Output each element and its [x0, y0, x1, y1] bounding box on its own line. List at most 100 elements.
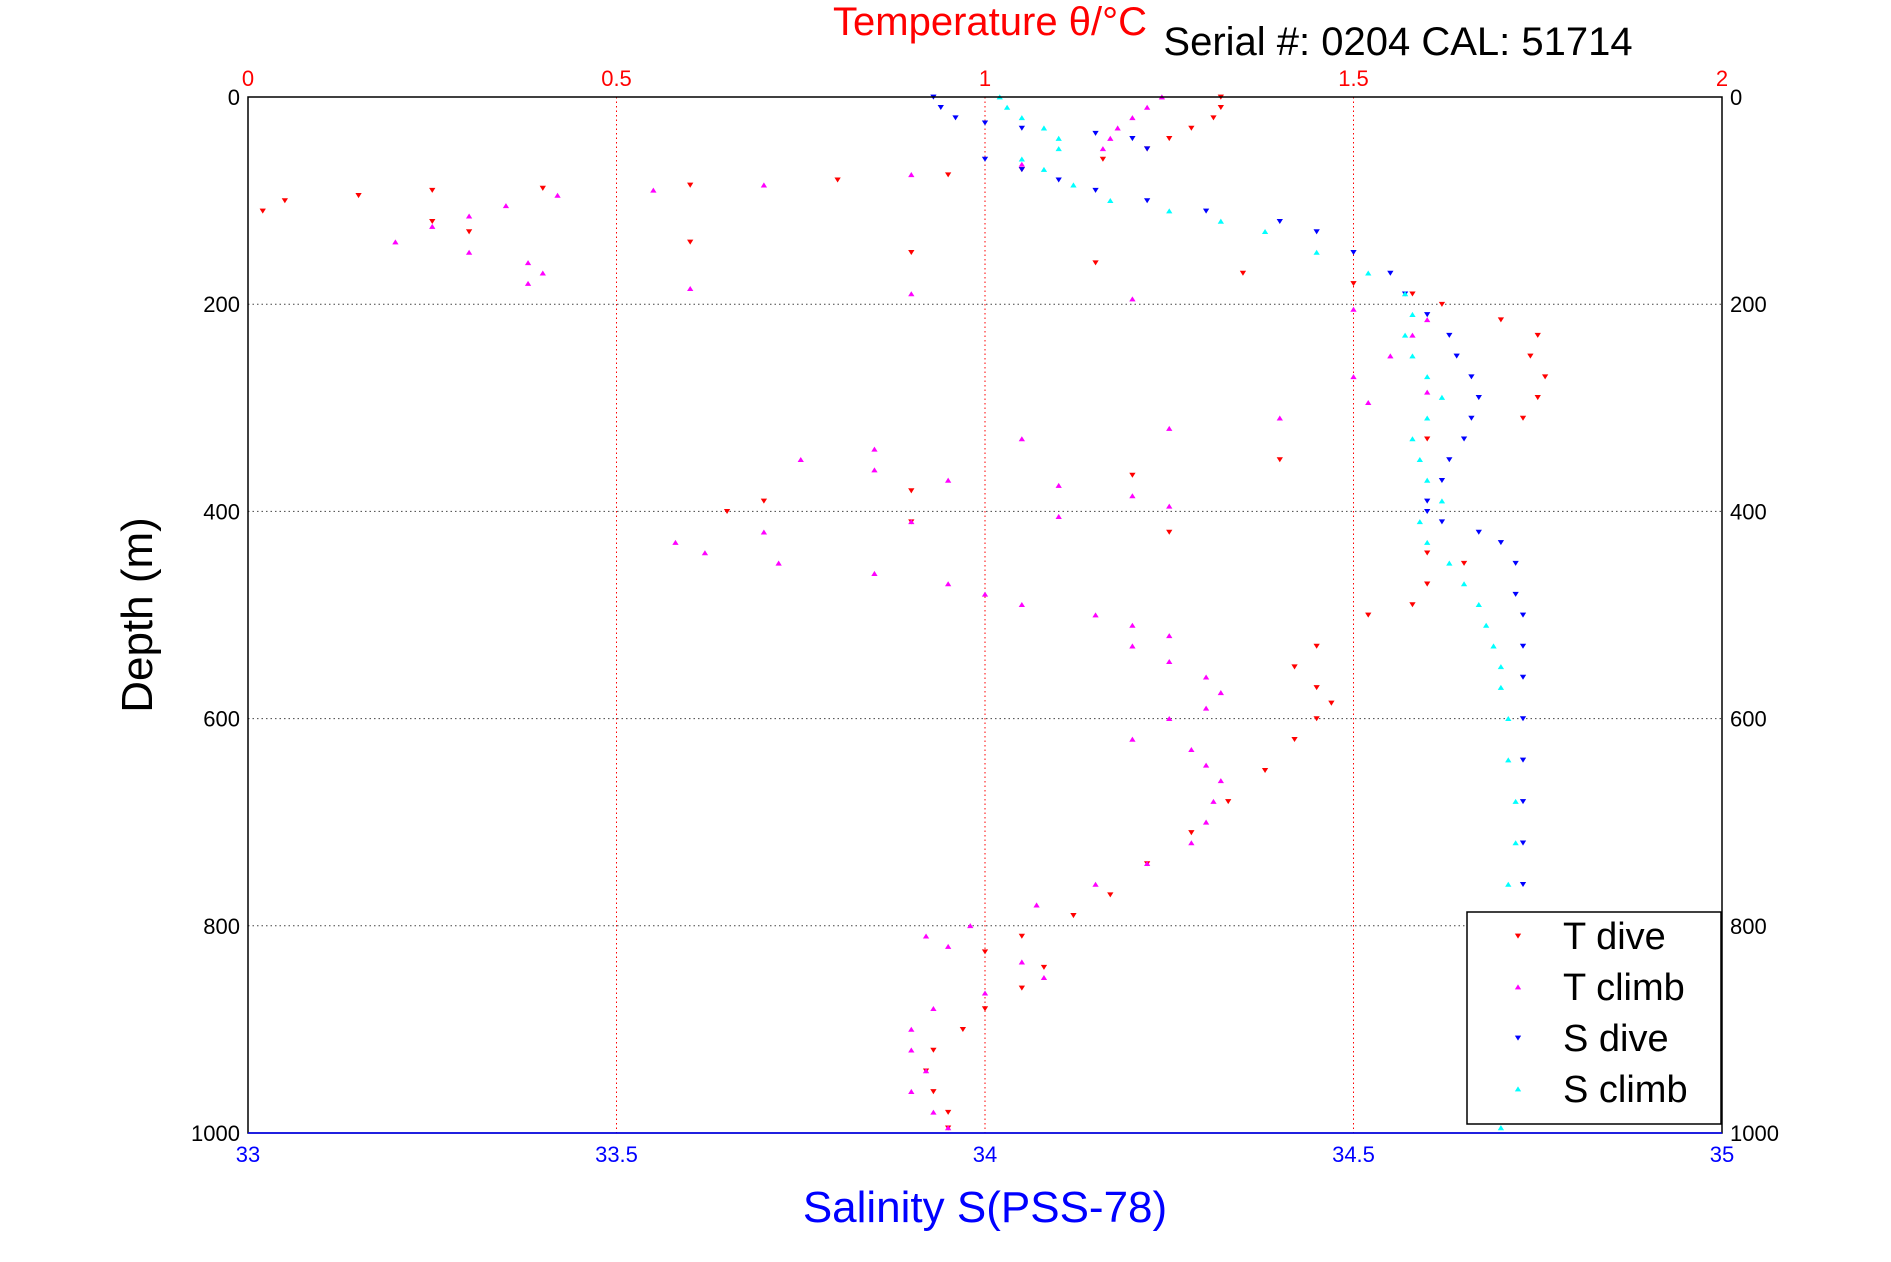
data-point	[1424, 317, 1431, 323]
series-t-climb	[392, 94, 1431, 1131]
salinity-tick-label: 34	[973, 1142, 997, 1167]
serial-title: Serial #: 0204 CAL: 51714	[1163, 20, 1632, 64]
data-point	[1424, 509, 1431, 515]
data-point	[1018, 167, 1025, 173]
data-point	[701, 550, 709, 556]
data-point	[1505, 881, 1512, 887]
data-point	[1534, 395, 1541, 401]
data-point	[1438, 498, 1446, 504]
legend-marker	[1514, 933, 1522, 939]
data-point	[1438, 519, 1446, 525]
data-point	[937, 104, 944, 111]
depth-tick-label-left: 0	[228, 85, 240, 110]
data-point	[1143, 104, 1151, 110]
salinity-tick-label: 33.5	[595, 1142, 638, 1167]
data-point	[1512, 798, 1519, 804]
data-point	[981, 949, 989, 955]
data-point	[930, 1006, 937, 1012]
data-point	[1475, 601, 1482, 608]
data-point	[465, 213, 473, 219]
depth-tick-label-right: 0	[1730, 85, 1742, 110]
depth-ticks-left: 0 200 400 600 800 1000	[191, 85, 240, 1146]
data-point	[1519, 799, 1527, 805]
data-point	[1519, 415, 1527, 421]
data-point	[952, 115, 959, 121]
data-point	[1040, 166, 1048, 172]
data-point	[1202, 819, 1210, 825]
data-point	[1092, 187, 1099, 193]
data-point	[930, 1047, 937, 1053]
data-point	[1497, 664, 1505, 670]
data-point	[1313, 716, 1320, 722]
depth-tick-label-right: 200	[1730, 292, 1767, 317]
depth-tick-label-left: 1000	[191, 1121, 240, 1146]
data-point	[797, 456, 804, 462]
data-point	[524, 260, 532, 266]
data-point	[672, 539, 679, 545]
temperature-ticks: 0 0.5 1 1.5 2	[242, 66, 1728, 91]
data-point	[908, 1026, 915, 1032]
legend-box	[1466, 911, 1722, 1125]
data-point	[1512, 560, 1519, 566]
data-point	[1107, 197, 1114, 203]
data-point	[1018, 125, 1025, 131]
data-point	[1040, 974, 1048, 980]
data-point	[1519, 674, 1527, 680]
data-point	[1541, 374, 1549, 380]
legend-marker	[1514, 984, 1522, 990]
data-point	[1217, 690, 1224, 696]
data-point	[1018, 933, 1025, 939]
data-point	[1497, 317, 1505, 323]
data-point	[1512, 840, 1519, 846]
data-point	[1276, 457, 1283, 463]
series-s-climb	[996, 94, 1519, 1131]
data-point	[1460, 436, 1468, 442]
data-point	[1166, 136, 1173, 142]
data-point	[1055, 177, 1062, 183]
data-point	[1166, 503, 1173, 509]
data-point	[1166, 425, 1173, 431]
data-point	[1210, 798, 1217, 804]
data-point	[1424, 312, 1431, 318]
data-point	[1512, 591, 1519, 597]
data-point	[1519, 612, 1527, 618]
data-point	[760, 529, 768, 535]
data-point	[1166, 208, 1173, 214]
data-point	[775, 560, 782, 566]
data-point	[1350, 306, 1357, 312]
data-point	[650, 187, 657, 193]
data-point	[1166, 633, 1173, 639]
data-point	[1446, 332, 1453, 338]
legend-label: T dive	[1563, 916, 1666, 958]
data-point	[908, 519, 915, 525]
data-point	[1438, 394, 1446, 400]
data-point	[554, 192, 561, 198]
data-point	[1519, 643, 1527, 649]
data-point	[945, 581, 952, 587]
data-point	[1018, 161, 1025, 167]
depth-tick-label-left: 600	[203, 707, 240, 732]
data-point	[723, 509, 731, 515]
data-point	[1534, 332, 1541, 338]
data-point	[1401, 291, 1409, 297]
data-point	[1143, 146, 1151, 152]
data-point	[1261, 768, 1269, 774]
data-point	[945, 943, 952, 949]
data-point	[1387, 353, 1394, 359]
data-point	[1276, 415, 1283, 421]
data-point	[922, 933, 930, 939]
data-point	[1519, 840, 1527, 846]
data-point	[1328, 700, 1335, 706]
depth-tick-label-left: 800	[203, 914, 240, 939]
data-point	[1040, 964, 1048, 970]
data-point	[1070, 182, 1077, 188]
data-point	[1409, 353, 1416, 359]
salinity-tick-label: 34.5	[1332, 1142, 1375, 1167]
data-point	[1446, 457, 1453, 463]
data-point	[1291, 664, 1298, 670]
data-point	[930, 1109, 937, 1115]
data-point	[1018, 436, 1025, 442]
data-point	[1188, 747, 1195, 753]
data-marks	[259, 94, 1549, 1131]
data-point	[945, 1125, 952, 1131]
